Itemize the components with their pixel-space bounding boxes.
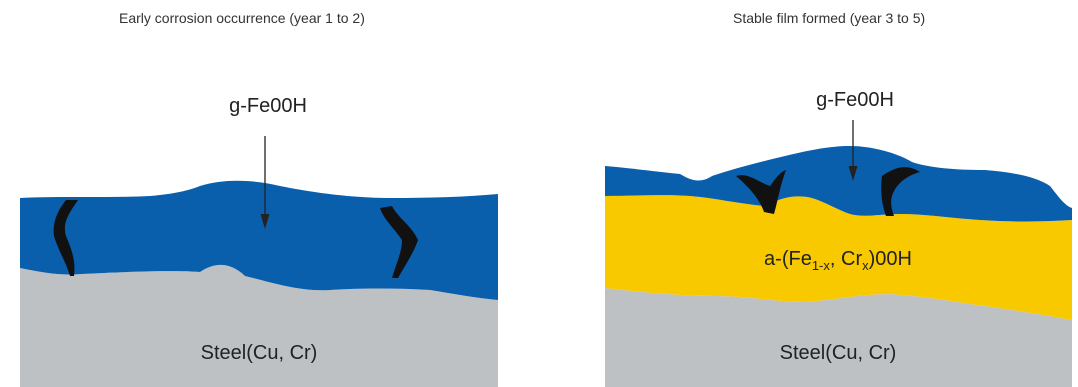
- crack-right-1: [736, 170, 786, 214]
- middle-layer-label-right: a-(Fe1-x, Crx)00H: [764, 248, 912, 273]
- rust-layer-left: [20, 180, 498, 300]
- panel-title-stable: Stable film formed (year 3 to 5): [733, 10, 926, 26]
- panel-title-early: Early corrosion occurrence (year 1 to 2): [119, 10, 365, 26]
- arrow-head-right: [848, 166, 858, 181]
- crack-left-1: [53, 200, 78, 276]
- steel-substrate-right: [605, 288, 1072, 387]
- top-layer-label-right: g-Fe00H: [816, 89, 894, 111]
- panel-early: g-Fe00H Steel(Cu, Cr): [20, 95, 498, 387]
- arrow-head-left: [260, 214, 270, 229]
- panel-stable: g-Fe00H a-(Fe1-x, Crx)00H Steel(Cu, Cr): [605, 89, 1072, 387]
- rust-layer-right: [605, 146, 1072, 222]
- substrate-label-right: Steel(Cu, Cr): [780, 342, 897, 364]
- top-layer-label-left: g-Fe00H: [229, 95, 307, 117]
- stable-layer-right: [605, 195, 1072, 320]
- crack-left-2: [380, 206, 418, 278]
- crack-right-2: [881, 167, 920, 216]
- steel-substrate-left: [20, 264, 498, 387]
- substrate-label-left: Steel(Cu, Cr): [201, 342, 318, 364]
